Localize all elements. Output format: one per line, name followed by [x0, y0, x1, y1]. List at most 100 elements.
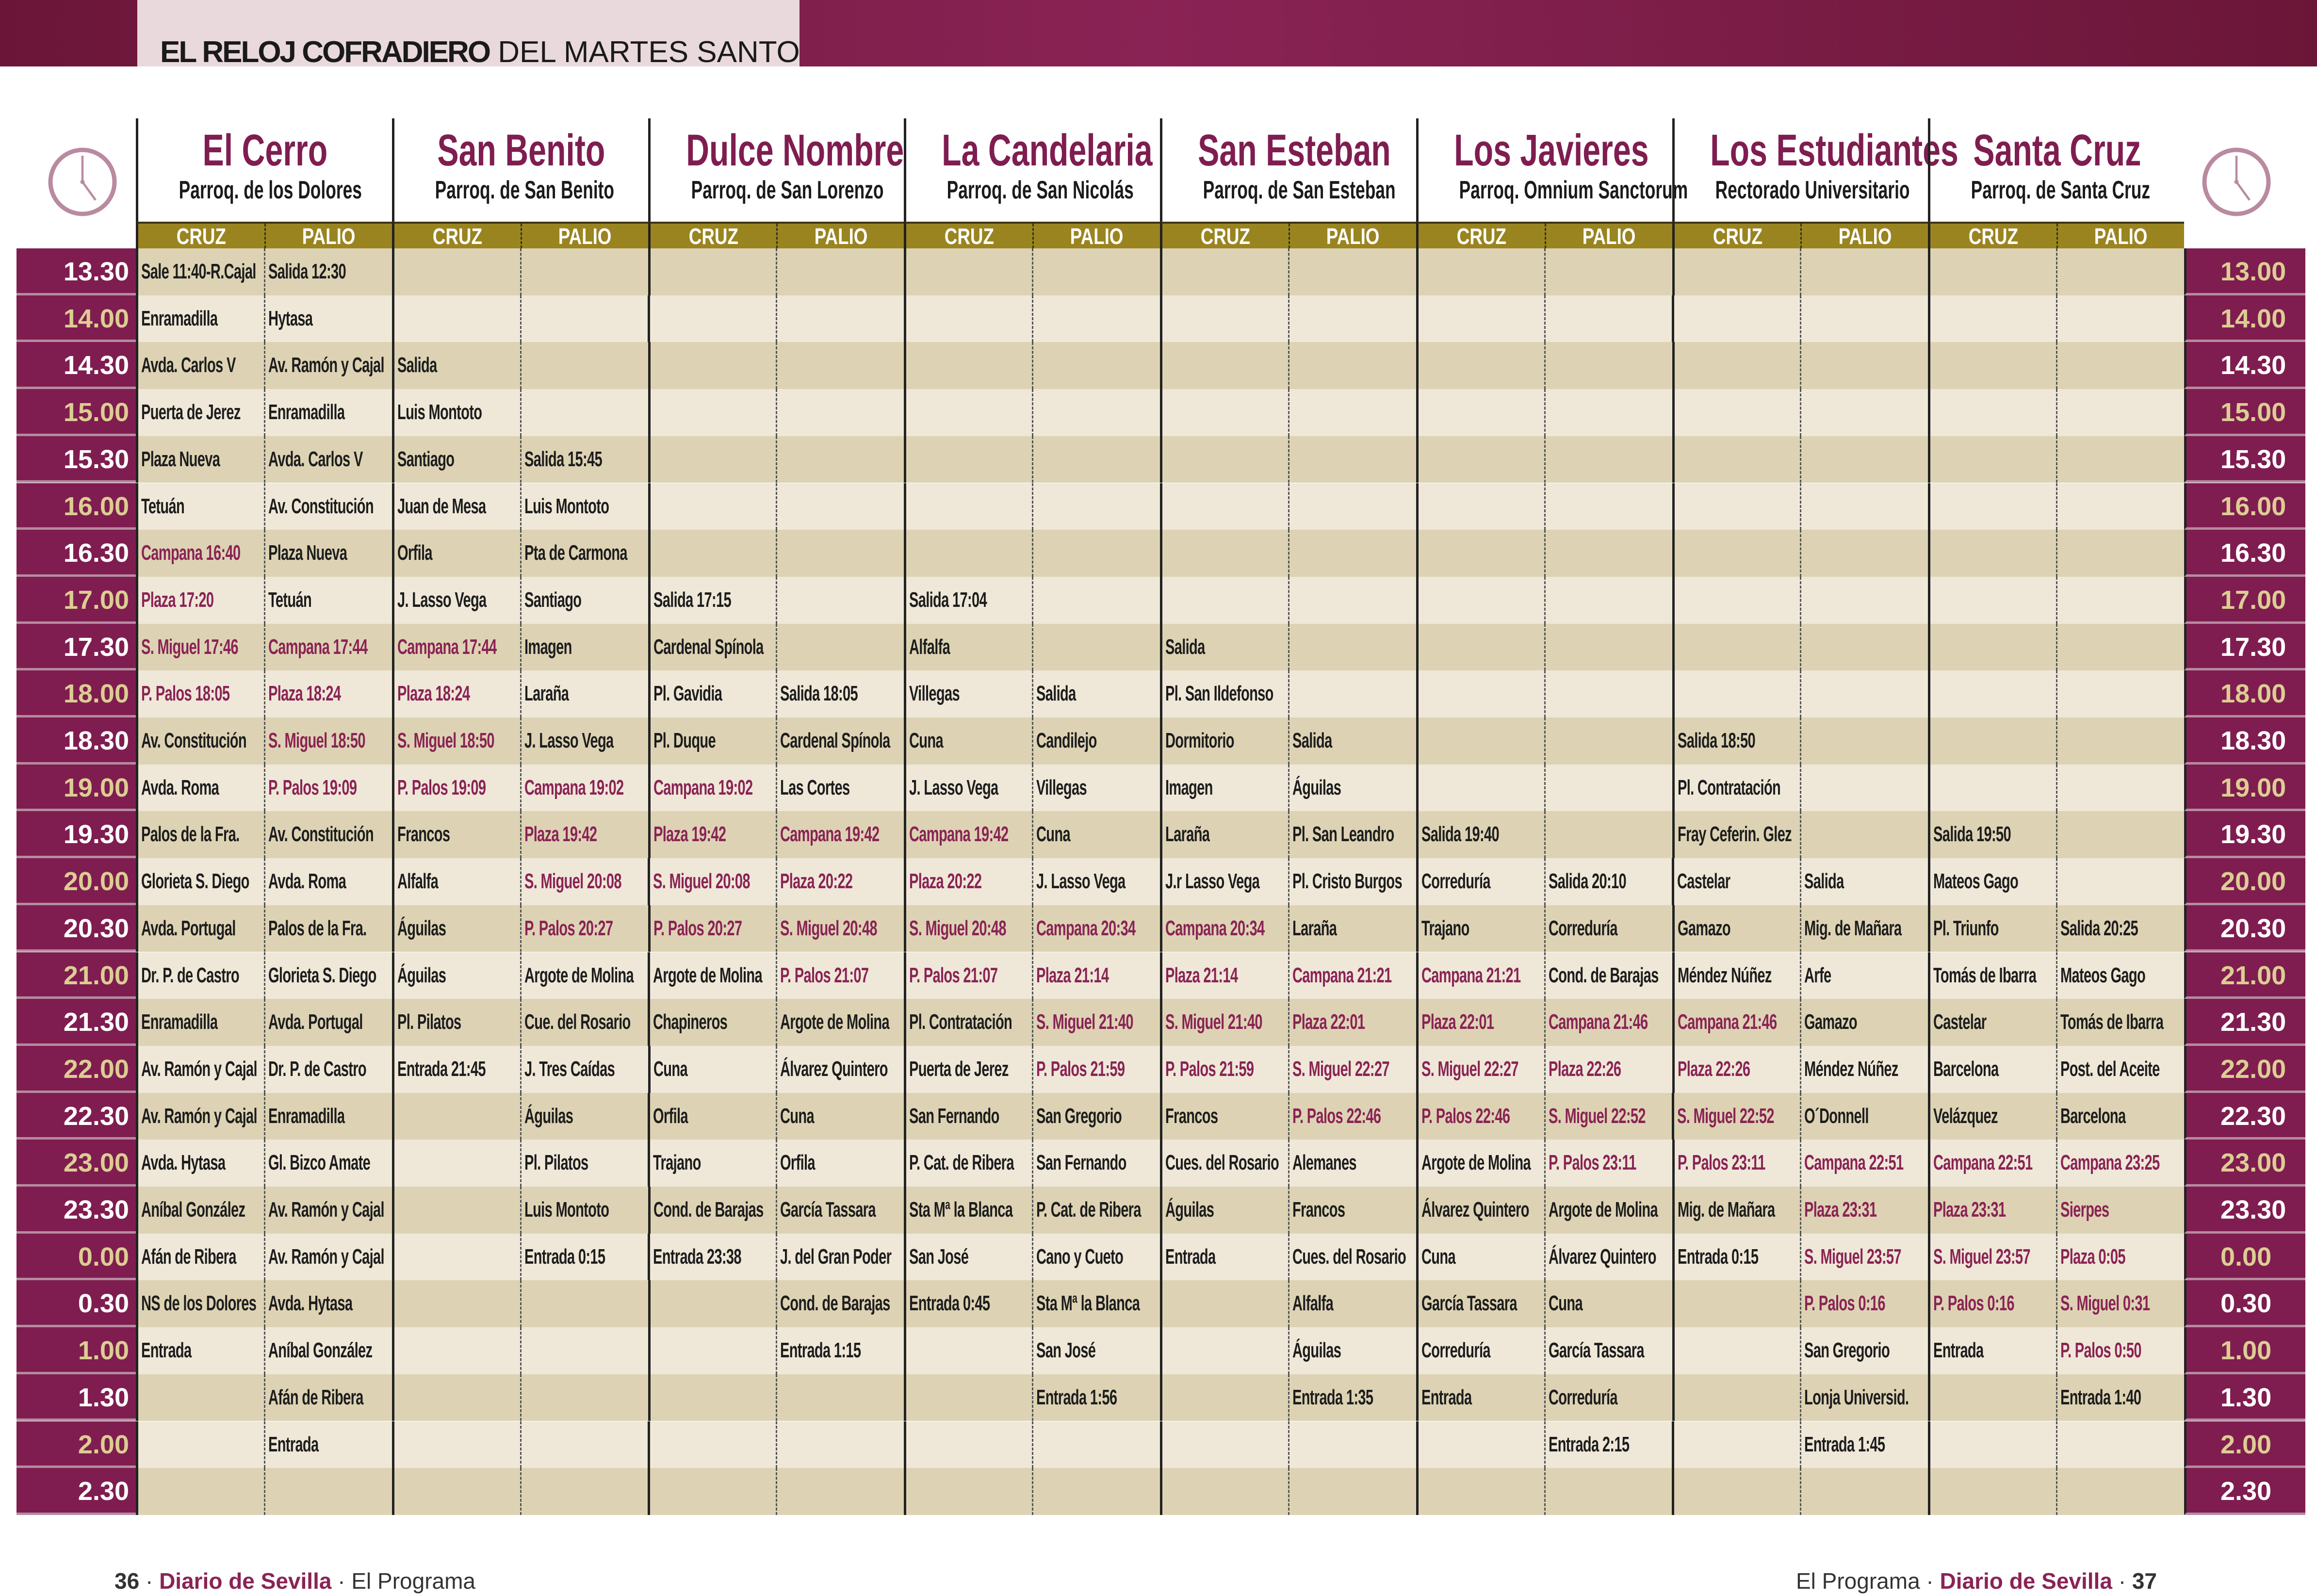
cruz-cell: Velázquez	[1928, 1092, 2056, 1140]
time-label: 1.00	[2184, 1327, 2306, 1374]
cell-text: Campana 23:25	[2060, 1151, 2160, 1175]
brotherhood-header: Dulce Nombre Parroq. de San Lorenzo	[648, 118, 904, 222]
palio-cell: Sierpes	[2056, 1187, 2184, 1234]
cruz-cell: Francos	[392, 811, 520, 859]
palio-cell: Plaza 20:22	[776, 858, 904, 905]
cell-text: Palos de la Fra.	[268, 916, 367, 940]
separator: ·	[1920, 1568, 1940, 1594]
time-label: 21.00	[16, 952, 136, 999]
cruz-cell: Plaza 19:42	[648, 811, 776, 859]
cruz-cell	[392, 1327, 520, 1374]
cruz-cell	[648, 1280, 776, 1328]
cruz-cell	[392, 248, 520, 295]
palio-cell: Gamazo	[1800, 999, 1928, 1046]
cruz-cell: Entrada 0:15	[1672, 1233, 1800, 1281]
cruz-cell: Cuna	[648, 1045, 776, 1093]
cell-text: Plaza 23:31	[1804, 1198, 1877, 1221]
palio-cell: Enramadilla	[263, 1092, 392, 1140]
cruz-cell: Pl. San Ildefonso	[1160, 670, 1288, 717]
palio-cell: Barcelona	[2056, 1092, 2184, 1140]
cell-text: Correduría	[1421, 869, 1491, 894]
cruz-cell: Imagen	[1160, 764, 1288, 812]
cell-text: Francos	[397, 822, 450, 847]
palio-cell	[776, 623, 904, 671]
cruz-cell: Cuna	[904, 717, 1032, 765]
cruz-cell	[904, 1327, 1032, 1374]
church-name: Parroq. de San Lorenzo	[691, 176, 884, 204]
cell-text: Salida	[1036, 682, 1076, 706]
cruz-cell: Plaza 17:20	[135, 576, 264, 624]
palio-cell: Francos	[1288, 1187, 1416, 1234]
palio-cell: Cond. de Barajas	[1544, 952, 1672, 999]
palio-cell: P. Palos 19:09	[263, 764, 392, 812]
cruz-cell: Dormitorio	[1160, 717, 1288, 765]
cruz-cell	[1160, 576, 1288, 624]
palio-cell: Entrada	[263, 1421, 392, 1468]
palio-cell: San Fernando	[1032, 1140, 1160, 1187]
time-label: 15.30	[16, 436, 136, 483]
time-label: 20.00	[16, 858, 136, 905]
time-label: 15.00	[16, 389, 136, 436]
cell-text: Pl. Pilatos	[524, 1151, 588, 1175]
palio-cell: Hytasa	[263, 295, 392, 342]
cell-text: Pl. Gavidia	[653, 682, 722, 706]
cruz-cell: S. Miguel 20:08	[648, 858, 776, 905]
cell-text: Orfila	[653, 1104, 688, 1128]
palio-cell: P. Palos 0:16	[1800, 1280, 1928, 1328]
palio-cell: Santiago	[520, 576, 648, 624]
cruz-cell: Castelar	[1672, 858, 1800, 905]
palio-cell	[520, 1280, 648, 1328]
cruz-cell	[1159, 295, 1288, 342]
cell-text: Candilejo	[1036, 729, 1097, 752]
title-light: DEL MARTES SANTO	[498, 35, 800, 69]
palio-cell: Avda. Roma	[263, 858, 392, 905]
cruz-cell	[1159, 1421, 1288, 1468]
palio-cell: Gl. Bizco Amate	[263, 1140, 392, 1187]
cell-text: Pl. Cristo Burgos	[1292, 869, 1403, 894]
cell-text: Arfe	[1804, 963, 1831, 987]
cruz-cell	[1672, 248, 1800, 295]
church-name: Rectorado Universitario	[1715, 176, 1909, 204]
palio-cell: Plaza 0:05	[2056, 1233, 2184, 1281]
cruz-cell: Campana 16:40	[135, 530, 264, 577]
cell-text: S. Miguel 21:40	[1165, 1010, 1263, 1034]
palio-cell: S. Miguel 21:40	[1032, 999, 1160, 1046]
palio-cell: Salida	[1800, 858, 1928, 905]
palio-cell: Pl. Pilatos	[520, 1140, 648, 1187]
cruz-cell: Juan de Mesa	[392, 483, 520, 530]
separator: ·	[331, 1568, 352, 1594]
time-label: 1.30	[2184, 1374, 2305, 1421]
cell-text: Tetuán	[141, 494, 185, 518]
palio-cell	[520, 1327, 648, 1374]
palio-cell: Plaza 18:24	[263, 670, 392, 717]
palio-cell	[1032, 483, 1160, 530]
cruz-cell: Palos de la Fra.	[135, 811, 264, 859]
palio-cell	[1800, 483, 1928, 530]
cell-text: Puerta de Jerez	[141, 400, 241, 424]
cruz-cell: Entrada 0:45	[904, 1280, 1032, 1328]
cell-text: Entrada 1:40	[2060, 1385, 2141, 1409]
table-row: 15.00 Puerta de Jerez Enramadilla Luis Mont…	[16, 389, 2305, 436]
time-label: 14.00	[2184, 295, 2305, 342]
cell-text: Cond. de Barajas	[780, 1291, 891, 1316]
cell-text: Entrada 1:15	[780, 1338, 861, 1363]
cell-text: S. Miguel 18:50	[268, 729, 366, 752]
palio-cell: Pl. Cristo Burgos	[1288, 858, 1416, 905]
palio-label: PALIO	[814, 224, 868, 249]
cruz-cell	[904, 389, 1032, 436]
cell-text: Águilas	[1292, 1338, 1341, 1363]
palio-cell: J. Lasso Vega	[1032, 858, 1160, 905]
cell-text: Entrada 23:38	[653, 1244, 742, 1269]
time-label: 20.30	[16, 905, 136, 952]
cell-text: S. Miguel 23:57	[1804, 1244, 1902, 1269]
cell-text: P. Palos 19:09	[268, 775, 357, 799]
cell-text: Argote de Molina	[653, 963, 763, 987]
cell-text: Correduría	[1548, 916, 1618, 940]
palio-cell	[520, 389, 648, 436]
cruz-cell: Orfila	[392, 530, 520, 577]
palio-cell: Campana 17:44	[263, 623, 392, 671]
cell-text: Tomás de Ibarra	[2060, 1010, 2164, 1034]
table-row: 21.00 Dr. P. de Castro Glorieta S. Diego Ág…	[16, 952, 2305, 999]
cell-text: Mig. de Mañara	[1677, 1198, 1775, 1221]
palio-cell: S. Miguel 20:08	[520, 858, 648, 905]
